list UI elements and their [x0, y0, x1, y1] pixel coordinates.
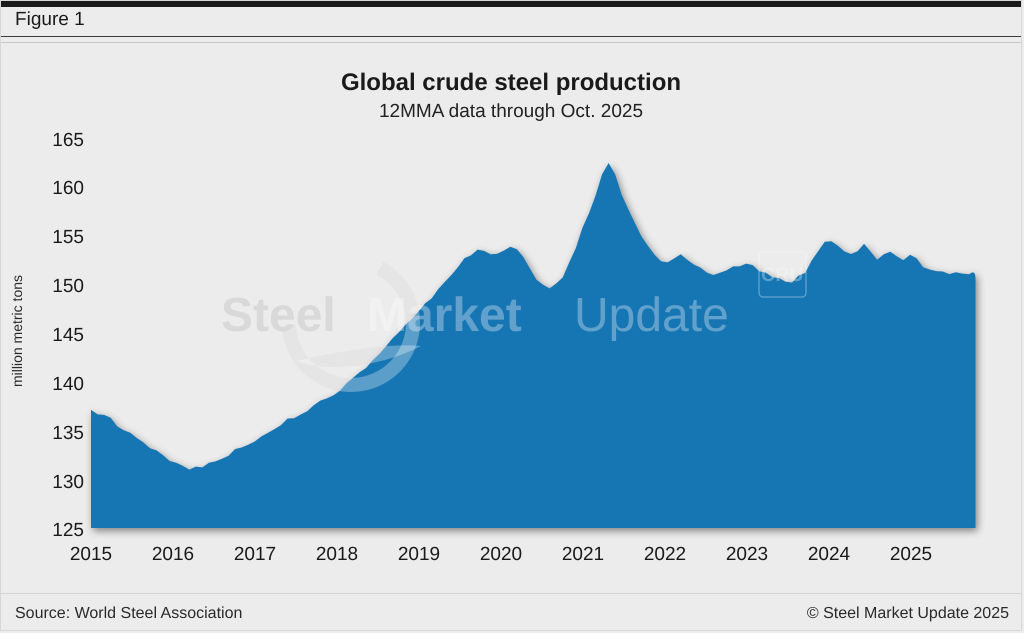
svg-text:Update: Update: [574, 289, 729, 342]
svg-text:CRU: CRU: [761, 265, 804, 286]
svg-text:Steel: Steel: [221, 289, 336, 342]
svg-text:Market: Market: [367, 289, 522, 342]
